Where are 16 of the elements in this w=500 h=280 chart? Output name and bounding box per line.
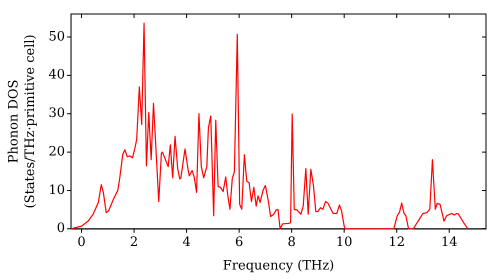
y-tick-label: 20 — [48, 144, 66, 160]
x-tick-label: 4 — [182, 234, 191, 250]
y-tick-label: 50 — [48, 29, 66, 44]
y-tick-label: 0 — [56, 221, 66, 236]
x-tick-label: 8 — [288, 234, 296, 250]
x-tick-label: 6 — [234, 234, 244, 250]
y-tick-label: 10 — [48, 182, 66, 198]
x-tick-label: 2 — [130, 234, 138, 250]
y-tick-label: 40 — [48, 68, 66, 83]
y-axis-title: Phonon DOS (States/THz·primitive cell) — [6, 34, 38, 208]
x-tick-label: 10 — [336, 234, 352, 250]
y-tick-label: 30 — [48, 106, 66, 122]
x-tick-label: 12 — [388, 234, 405, 250]
x-axis-title: Frequency (THz) — [222, 258, 334, 274]
x-tick-label: 14 — [440, 234, 458, 250]
x-tick-label: 0 — [77, 234, 86, 250]
